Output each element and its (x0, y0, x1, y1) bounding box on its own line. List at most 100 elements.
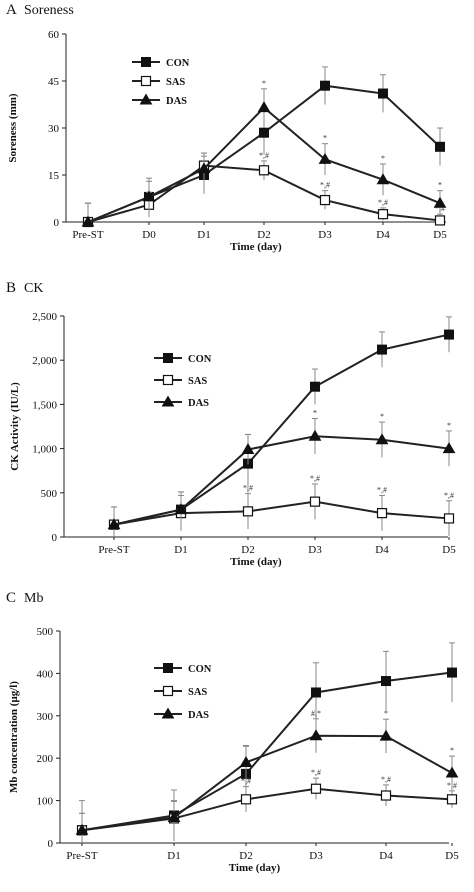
data-point (75, 823, 89, 835)
y-tick-label: 500 (41, 488, 58, 500)
significance-mark: *,# (311, 768, 321, 777)
data-point (375, 433, 389, 445)
legend-marker (161, 707, 175, 719)
panel-letter: A (6, 2, 17, 18)
y-tick-label: 2,500 (32, 311, 57, 323)
x-category-label: D3 (318, 229, 332, 241)
x-category-label: D2 (241, 544, 254, 556)
y-tick-label: 0 (54, 217, 60, 229)
y-axis-title: Soreness (mm) (7, 93, 19, 162)
y-tick-label: 200 (37, 753, 54, 765)
data-point (142, 190, 156, 202)
data-point (376, 508, 388, 519)
x-category-label: D5 (433, 229, 447, 241)
data-point (197, 162, 211, 174)
y-tick-label: 1,000 (32, 444, 57, 456)
chart-panel-a: A Soreness 0 15 30 45 60 Pre-ST D0 D1 D2 D3 D4 D5 Time… (6, 2, 447, 253)
data-point (433, 196, 447, 208)
significance-mark: * (384, 709, 388, 718)
data-point (446, 794, 458, 805)
data-point (311, 687, 321, 698)
legend-label: CON (188, 664, 212, 675)
legend-marker (163, 353, 173, 363)
x-category-label: D1 (167, 850, 180, 862)
legend-label: DAS (166, 96, 187, 107)
chart-panel-b: B CK 0 500 1,000 1,500 2,000 2,500 Pre-ST D1 D2 D3 D… (6, 280, 456, 568)
legend-label: CON (188, 354, 212, 365)
y-tick-label: 1,500 (32, 399, 57, 411)
data-point (310, 783, 322, 794)
data-point (376, 173, 390, 185)
series-line (81, 787, 453, 832)
x-category-label: D5 (445, 850, 459, 862)
y-tick-label: 300 (37, 711, 54, 723)
data-point (242, 506, 254, 517)
series-line (113, 435, 450, 526)
legend-label: SAS (188, 687, 207, 698)
legend-marker (161, 395, 175, 407)
x-category-label: Pre-ST (66, 850, 97, 862)
significance-mark: * (447, 421, 451, 430)
significance-mark: *,# (381, 775, 391, 784)
x-axis-title: Time (day) (230, 556, 282, 568)
series-das: * * * (107, 409, 456, 537)
data-point (445, 766, 459, 778)
x-axis-title: Time (day) (230, 241, 282, 253)
series-line (113, 333, 450, 526)
panel-letter: B (6, 280, 16, 296)
data-point (309, 496, 321, 507)
significance-mark: #,* (311, 709, 321, 718)
panel-title: CK (24, 281, 43, 296)
data-point (447, 667, 457, 678)
significance-mark: * (438, 181, 442, 190)
x-category-label: Pre-ST (72, 229, 103, 241)
legend-label: CON (166, 58, 190, 69)
significance-mark: * (323, 134, 327, 143)
data-point (381, 676, 391, 687)
data-point (308, 429, 322, 441)
series-das: * * * * (81, 79, 447, 227)
x-category-label: D4 (375, 544, 389, 556)
series-sas: *,#*,#*,#*,# (108, 474, 455, 537)
series-das: #,* * * (75, 709, 459, 843)
y-axis-title: Mb concentration (μg/l) (8, 681, 20, 793)
chart-panel-c: C Mb 0 100 200 300 400 500 Pre-ST D1 D2 D3 D4 D5 Time … (6, 590, 459, 874)
x-category-label: D3 (309, 850, 323, 862)
legend-marker (140, 75, 152, 87)
significance-mark: * (450, 746, 454, 755)
significance-mark: * (313, 409, 317, 418)
legend-marker (141, 57, 151, 67)
data-point (377, 344, 387, 355)
data-point (319, 194, 331, 206)
y-axis-title: CK Activity (IU/L) (9, 382, 21, 471)
data-point (380, 790, 392, 801)
significance-mark: *,# (320, 181, 330, 190)
legend: CON SAS DAS (154, 663, 212, 721)
data-point (239, 755, 253, 767)
significance-mark: *,# (259, 151, 269, 160)
significance-mark: *,# (378, 198, 388, 207)
x-category-label: Pre-ST (98, 544, 129, 556)
x-category-label: D0 (142, 229, 156, 241)
data-point (320, 80, 330, 91)
data-point (379, 729, 393, 741)
data-point (107, 518, 121, 530)
y-tick-label: 0 (52, 532, 58, 544)
significance-mark: *,# (310, 474, 320, 483)
series-sas: *,#*,#*,#*,# (82, 151, 446, 228)
x-category-label: D1 (174, 544, 187, 556)
panel-title: Mb (24, 591, 43, 606)
x-category-label: D3 (308, 544, 322, 556)
legend-marker (162, 374, 174, 386)
data-point (241, 442, 255, 454)
x-category-label: D4 (376, 229, 390, 241)
series-con (109, 316, 454, 537)
x-category-label: D2 (239, 850, 252, 862)
y-tick-label: 45 (48, 76, 60, 88)
data-point (167, 811, 181, 823)
panel-title: Soreness (24, 3, 74, 18)
y-tick-label: 15 (48, 170, 60, 182)
series-line (81, 734, 453, 832)
data-point (434, 215, 446, 226)
